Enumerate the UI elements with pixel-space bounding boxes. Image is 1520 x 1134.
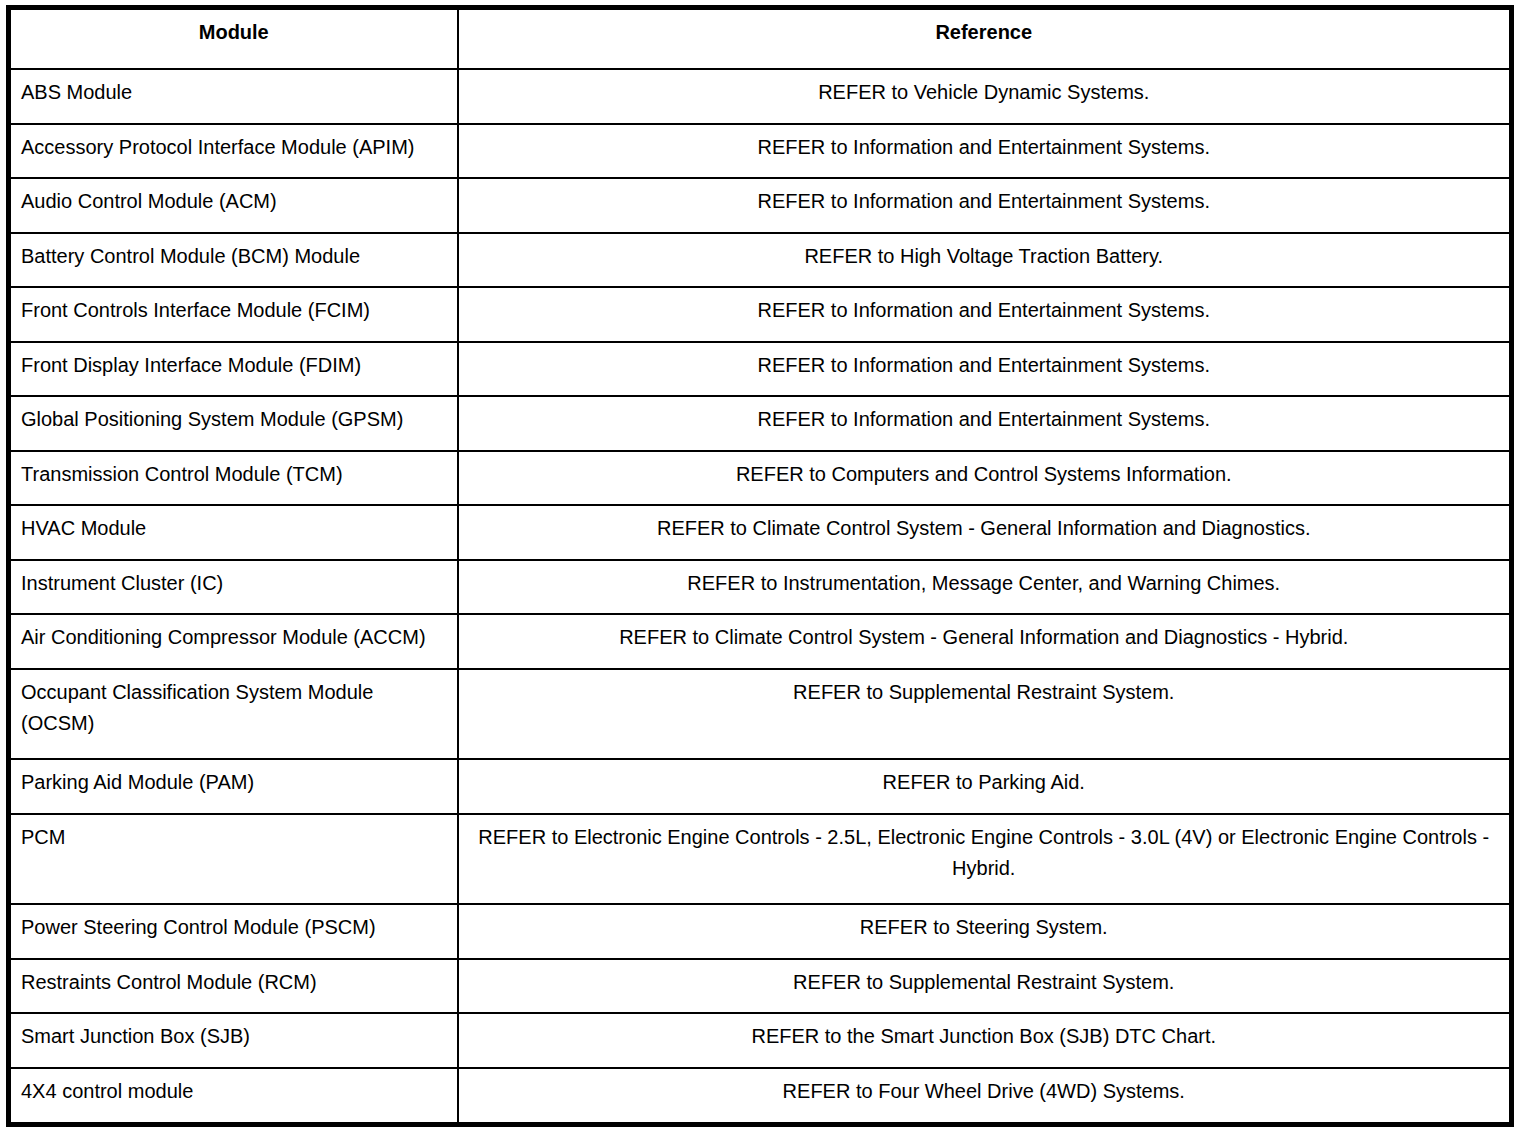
- table-row: Parking Aid Module (PAM) REFER to Parkin…: [9, 759, 1512, 814]
- reference-cell: REFER to Information and Entertainment S…: [458, 342, 1512, 397]
- module-cell: Audio Control Module (ACM): [9, 178, 458, 233]
- reference-cell: REFER to Four Wheel Drive (4WD) Systems.: [458, 1068, 1512, 1125]
- table-row: Accessory Protocol Interface Module (API…: [9, 124, 1512, 179]
- module-cell: Front Display Interface Module (FDIM): [9, 342, 458, 397]
- reference-cell: REFER to Climate Control System - Genera…: [458, 505, 1512, 560]
- reference-cell: REFER to Steering System.: [458, 904, 1512, 959]
- reference-cell: REFER to Computers and Control Systems I…: [458, 451, 1512, 506]
- reference-cell: REFER to Parking Aid.: [458, 759, 1512, 814]
- table-row: Power Steering Control Module (PSCM) REF…: [9, 904, 1512, 959]
- table-row: Transmission Control Module (TCM) REFER …: [9, 451, 1512, 506]
- module-cell: Global Positioning System Module (GPSM): [9, 396, 458, 451]
- table-row: PCM REFER to Electronic Engine Controls …: [9, 814, 1512, 905]
- table-row: Air Conditioning Compressor Module (ACCM…: [9, 614, 1512, 669]
- manual-page: Module Reference ABS Module REFER to Veh…: [0, 0, 1520, 1134]
- module-cell: Occupant Classification System Module (O…: [9, 669, 458, 760]
- table-row: Restraints Control Module (RCM) REFER to…: [9, 959, 1512, 1014]
- reference-cell: REFER to High Voltage Traction Battery.: [458, 233, 1512, 288]
- module-reference-table: Module Reference ABS Module REFER to Veh…: [6, 5, 1514, 1127]
- table-row: Instrument Cluster (IC) REFER to Instrum…: [9, 560, 1512, 615]
- reference-cell: REFER to Information and Entertainment S…: [458, 178, 1512, 233]
- reference-cell: REFER to Information and Entertainment S…: [458, 287, 1512, 342]
- module-cell: Power Steering Control Module (PSCM): [9, 904, 458, 959]
- reference-cell: REFER to Instrumentation, Message Center…: [458, 560, 1512, 615]
- module-cell: Front Controls Interface Module (FCIM): [9, 287, 458, 342]
- module-cell: Instrument Cluster (IC): [9, 560, 458, 615]
- module-cell: Restraints Control Module (RCM): [9, 959, 458, 1014]
- module-cell: Parking Aid Module (PAM): [9, 759, 458, 814]
- reference-cell: REFER to Supplemental Restraint System.: [458, 669, 1512, 760]
- module-cell: 4X4 control module: [9, 1068, 458, 1125]
- header-row: Module Reference: [9, 8, 1512, 70]
- module-cell: Transmission Control Module (TCM): [9, 451, 458, 506]
- table-row: HVAC Module REFER to Climate Control Sys…: [9, 505, 1512, 560]
- reference-cell: REFER to the Smart Junction Box (SJB) DT…: [458, 1013, 1512, 1068]
- module-cell: Air Conditioning Compressor Module (ACCM…: [9, 614, 458, 669]
- reference-cell: REFER to Information and Entertainment S…: [458, 124, 1512, 179]
- module-cell: ABS Module: [9, 69, 458, 124]
- module-column-header: Module: [9, 8, 458, 70]
- reference-cell: REFER to Climate Control System - Genera…: [458, 614, 1512, 669]
- reference-cell: REFER to Information and Entertainment S…: [458, 396, 1512, 451]
- reference-cell: REFER to Supplemental Restraint System.: [458, 959, 1512, 1014]
- table-row: Global Positioning System Module (GPSM) …: [9, 396, 1512, 451]
- reference-cell: REFER to Vehicle Dynamic Systems.: [458, 69, 1512, 124]
- table-row: Occupant Classification System Module (O…: [9, 669, 1512, 760]
- table-row: Smart Junction Box (SJB) REFER to the Sm…: [9, 1013, 1512, 1068]
- table-row: Front Controls Interface Module (FCIM) R…: [9, 287, 1512, 342]
- reference-column-header: Reference: [458, 8, 1512, 70]
- table-row: Battery Control Module (BCM) Module REFE…: [9, 233, 1512, 288]
- table-row: 4X4 control module REFER to Four Wheel D…: [9, 1068, 1512, 1125]
- table-row: ABS Module REFER to Vehicle Dynamic Syst…: [9, 69, 1512, 124]
- module-cell: Smart Junction Box (SJB): [9, 1013, 458, 1068]
- table-row: Audio Control Module (ACM) REFER to Info…: [9, 178, 1512, 233]
- reference-cell: REFER to Electronic Engine Controls - 2.…: [458, 814, 1512, 905]
- module-cell: PCM: [9, 814, 458, 905]
- table-row: Front Display Interface Module (FDIM) RE…: [9, 342, 1512, 397]
- module-cell: Battery Control Module (BCM) Module: [9, 233, 458, 288]
- module-cell: Accessory Protocol Interface Module (API…: [9, 124, 458, 179]
- module-cell: HVAC Module: [9, 505, 458, 560]
